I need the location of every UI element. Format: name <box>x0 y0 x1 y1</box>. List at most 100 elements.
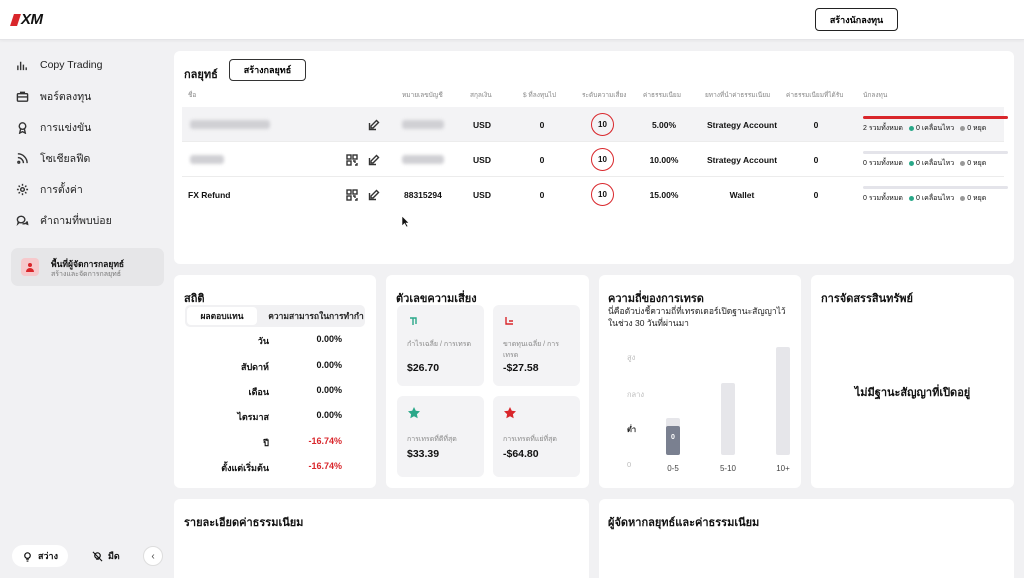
qr-code-icon <box>346 153 358 166</box>
invested-amount: 0 <box>539 119 545 130</box>
investors-stopped: 0 หยุด <box>960 193 986 204</box>
risk-badge: 10 <box>591 148 614 171</box>
x-tick-label: 5-10 <box>720 464 737 473</box>
sidebar-item-label: คำถามที่พบบ่อย <box>40 214 112 227</box>
lightbulb-off-icon <box>92 551 103 561</box>
edit-button[interactable] <box>368 107 380 142</box>
sidebar-item-copy-trading[interactable]: Copy Trading <box>16 57 102 73</box>
investors-stopped: 0 หยุด <box>960 123 986 134</box>
manager-subtitle: สร้างและจัดการกลยุทธ์ <box>51 271 122 278</box>
sidebar-item-settings[interactable]: การตั้งค่า <box>16 181 83 197</box>
column-header-fee: ค่าธรรมเนียม <box>643 92 681 99</box>
risk-score: 10 <box>591 142 614 177</box>
star-green-icon <box>408 407 420 419</box>
table-row[interactable]: USD 0 10 5.00% Strategy Account 0 2 รวมท… <box>182 107 1008 142</box>
column-header-invested: $ ที่ลงทุนไป <box>523 92 556 99</box>
sidebar-item-label: Copy Trading <box>40 59 103 71</box>
arrow-down-right-icon <box>505 317 513 325</box>
sidebar-item-label: โซเชียลฟีด <box>40 152 91 165</box>
manager-icon <box>21 258 39 276</box>
y-label-high: สูง <box>627 353 636 362</box>
gray-dot-icon <box>960 160 966 166</box>
column-header-fee-received: ค่าธรรมเนียมที่ได้รับ <box>786 92 844 99</box>
logo-text: XM <box>21 11 43 28</box>
redacted-account <box>402 120 444 129</box>
fee-received: 0 <box>813 119 819 130</box>
strategy-manager-area[interactable]: พื้นที่ผู้จัดการกลยุทธ์ สร้างและจัดการกล… <box>11 248 164 286</box>
fee-received: 0 <box>813 189 819 200</box>
period-label: วัน <box>257 336 269 346</box>
fee-percent: 15.00% <box>649 189 679 200</box>
list-item: เดือน 0.00% <box>194 385 354 399</box>
table-row[interactable]: USD 0 10 10.00% Strategy Account 0 0 รวม… <box>182 142 1008 177</box>
x-tick-label: 10+ <box>776 464 790 473</box>
list-item: ปี -16.74% <box>194 436 354 450</box>
column-header-fee-destination: ยทางที่นำค่าธรรมเนียม <box>705 92 771 99</box>
period-value: -16.74% <box>308 461 342 471</box>
investors-total: 0 รวมทั้งหมด <box>863 195 903 202</box>
sidebar-item-social-feed[interactable]: โซเชียลฟีด <box>16 150 90 166</box>
xm-logo[interactable]: XM <box>10 11 43 28</box>
tab-returns[interactable]: ผลตอบแทน <box>187 307 257 325</box>
investors-total: 0 รวมทั้งหมด <box>863 160 903 167</box>
create-investor-button[interactable]: สร้างนักลงทุน <box>815 8 898 31</box>
investor-bar <box>863 151 1008 154</box>
dark-theme-button[interactable]: มืด <box>82 545 130 567</box>
managers-fees-title: ผู้จัดหากลยุทธ์และค่าธรรมเนียม <box>608 517 760 529</box>
managers-fees-card: ผู้จัดหากลยุทธ์และค่าธรรมเนียม <box>599 499 1014 578</box>
investors-active: 0 เคลื่อนไหว <box>908 123 954 134</box>
sidebar-item-label: การแข่งขัน <box>40 121 92 134</box>
table-row[interactable]: FX Refund 88315294 USD 0 10 15.00% Walle… <box>182 177 1008 212</box>
tile-label: กำไรเฉลี่ย / การเทรด <box>407 341 472 348</box>
statistics-card: สถิติ ผลตอบแทน ความสามารถในการทำกำ วัน 0.… <box>174 275 376 488</box>
best-trade-tile: การเทรดที่ดีที่สุด $33.39 <box>397 396 484 477</box>
edit-button[interactable] <box>368 142 380 177</box>
edit-icon <box>368 154 380 165</box>
period-value: 0.00% <box>316 410 342 420</box>
lightbulb-icon <box>24 551 31 562</box>
strategy-name <box>190 107 330 142</box>
arrow-up-right-icon <box>410 317 417 325</box>
investors-total: 2 รวมทั้งหมด <box>863 125 903 132</box>
edit-icon <box>368 119 380 130</box>
tab-profitability[interactable]: ความสามารถในการทำกำ <box>268 311 364 321</box>
qr-code-button[interactable] <box>346 177 358 212</box>
column-header-account: หมายเลขบัญชี <box>402 92 443 99</box>
edit-button[interactable] <box>368 177 380 212</box>
light-theme-label: สว่าง <box>38 551 58 561</box>
period-value: 0.00% <box>316 360 342 370</box>
sidebar: Copy Trading พอร์ตลงทุน การแข่งขัน โซเชี… <box>0 41 172 578</box>
sidebar-item-faq[interactable]: คำถามที่พบบ่อย <box>16 212 112 228</box>
risk-badge: 10 <box>591 113 614 136</box>
frequency-title: ความถี่ของการเทรด <box>608 293 704 305</box>
frequency-bar <box>666 426 680 455</box>
investor-summary: 0 รวมทั้งหมด 0 เคลื่อนไหว 0 หยุด <box>863 186 1008 204</box>
collapse-sidebar-button[interactable]: ‹ <box>143 546 163 566</box>
light-theme-button[interactable]: สว่าง <box>12 545 68 567</box>
currency: USD <box>473 119 491 130</box>
sidebar-item-label: การตั้งค่า <box>40 183 83 196</box>
qr-code-button[interactable] <box>346 142 358 177</box>
period-value: -16.74% <box>308 436 342 446</box>
period-label: ตั้งแต่เริ่มต้น <box>221 463 269 473</box>
column-header-name: ชื่อ <box>188 92 197 99</box>
redacted-account <box>402 155 444 164</box>
sidebar-item-competitions[interactable]: การแข่งขัน <box>16 119 91 135</box>
sidebar-item-portfolio[interactable]: พอร์ตลงทุน <box>16 88 91 104</box>
list-item: ไตรมาส 0.00% <box>194 410 354 424</box>
strategy-name <box>190 142 330 177</box>
column-header-investors: นักลงทุน <box>863 92 888 99</box>
frequency-bar-label: 0 <box>671 434 675 441</box>
period-label: ปี <box>263 438 269 448</box>
create-strategy-button[interactable]: สร้างกลยุทธ์ <box>229 59 306 81</box>
bar-chart-icon <box>17 61 27 70</box>
account-number: 88315294 <box>404 189 442 200</box>
period-value: 0.00% <box>316 334 342 344</box>
period-label: สัปดาห์ <box>240 362 269 372</box>
fee-percent: 5.00% <box>651 119 677 130</box>
frequency-subtitle: นี่คือตัวบ่งชี้ความถี่ที่เทรดเดอร์เปิดฐา… <box>608 306 786 328</box>
redacted-name <box>190 120 270 129</box>
statistics-tabs: ผลตอบแทน ความสามารถในการทำกำ <box>185 305 365 327</box>
briefcase-icon <box>16 91 29 102</box>
y-label-medium: กลาง <box>627 390 645 399</box>
